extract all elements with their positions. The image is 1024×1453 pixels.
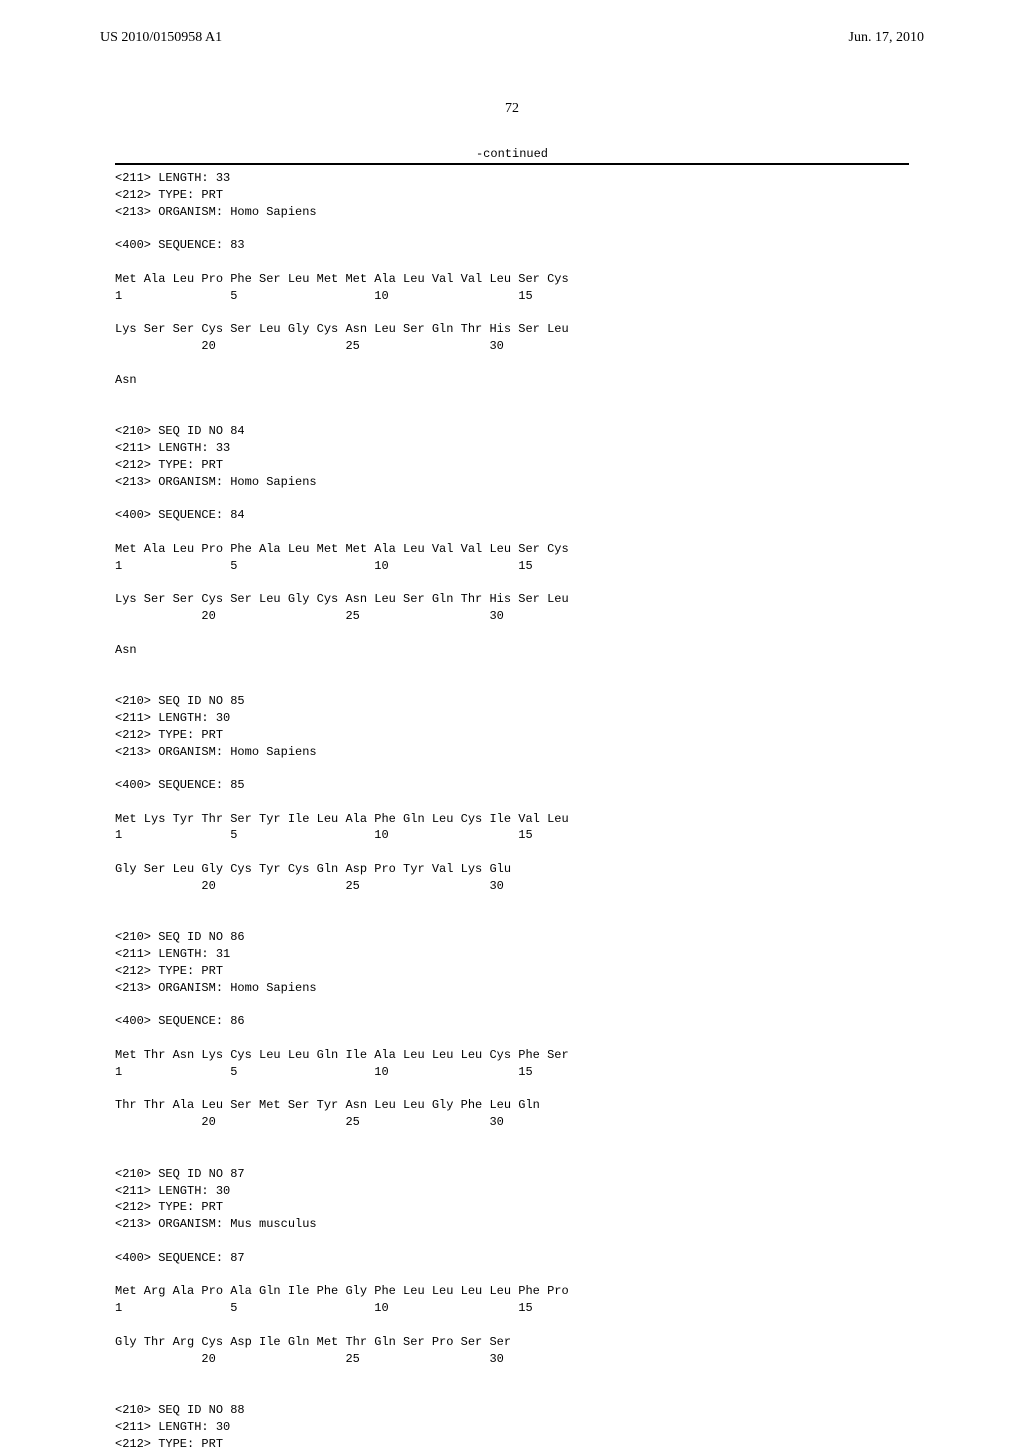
publication-number: US 2010/0150958 A1 — [100, 30, 222, 46]
sequence-block: <210> SEQ ID NO 85 <211> LENGTH: 30 <212… — [115, 693, 909, 895]
page-header: US 2010/0150958 A1 Jun. 17, 2010 — [0, 0, 1024, 46]
sequence-block: <210> SEQ ID NO 84 <211> LENGTH: 33 <212… — [115, 423, 909, 658]
sequence-block: <211> LENGTH: 33 <212> TYPE: PRT <213> O… — [115, 170, 909, 388]
sequence-block: <210> SEQ ID NO 88 <211> LENGTH: 30 <212… — [115, 1402, 909, 1452]
page-number: 72 — [0, 101, 1024, 117]
sequence-block: <210> SEQ ID NO 86 <211> LENGTH: 31 <212… — [115, 929, 909, 1131]
continued-section: -continued — [0, 147, 1024, 165]
continued-label: -continued — [115, 147, 909, 161]
sequence-block: <210> SEQ ID NO 87 <211> LENGTH: 30 <212… — [115, 1166, 909, 1368]
sequence-listing: <211> LENGTH: 33 <212> TYPE: PRT <213> O… — [0, 165, 1024, 1453]
publication-date: Jun. 17, 2010 — [849, 30, 924, 46]
